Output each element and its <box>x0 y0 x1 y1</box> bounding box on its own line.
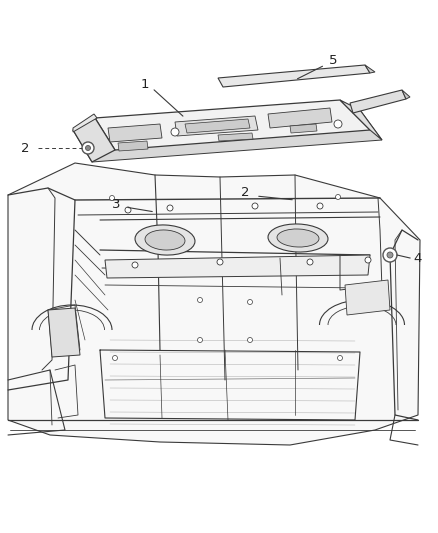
Circle shape <box>383 248 397 262</box>
Text: 5: 5 <box>329 53 337 67</box>
Circle shape <box>198 297 202 303</box>
Polygon shape <box>118 141 148 151</box>
Text: 1: 1 <box>141 78 149 92</box>
Polygon shape <box>345 280 390 315</box>
Circle shape <box>82 142 94 154</box>
Circle shape <box>338 356 343 360</box>
Polygon shape <box>340 100 382 140</box>
Polygon shape <box>108 124 162 142</box>
Text: 2: 2 <box>21 141 29 155</box>
Polygon shape <box>175 116 258 136</box>
Circle shape <box>336 195 340 199</box>
Polygon shape <box>185 119 250 133</box>
Ellipse shape <box>135 225 195 255</box>
Circle shape <box>247 300 252 304</box>
Polygon shape <box>365 65 375 73</box>
Circle shape <box>167 205 173 211</box>
Polygon shape <box>73 114 97 132</box>
Circle shape <box>198 337 202 343</box>
Circle shape <box>334 120 342 128</box>
Ellipse shape <box>277 229 319 247</box>
Ellipse shape <box>268 224 328 252</box>
Polygon shape <box>268 108 332 128</box>
Circle shape <box>113 356 117 360</box>
Circle shape <box>125 207 131 213</box>
Polygon shape <box>218 65 370 87</box>
Circle shape <box>252 203 258 209</box>
Text: 4: 4 <box>414 252 422 264</box>
Circle shape <box>171 128 179 136</box>
Polygon shape <box>95 100 370 150</box>
Circle shape <box>217 259 223 265</box>
Polygon shape <box>350 90 406 113</box>
Circle shape <box>307 259 313 265</box>
Text: 3: 3 <box>112 198 120 211</box>
Circle shape <box>387 252 393 258</box>
Circle shape <box>85 146 91 150</box>
Polygon shape <box>73 110 382 162</box>
Polygon shape <box>402 90 410 99</box>
Circle shape <box>110 196 114 200</box>
Polygon shape <box>8 163 420 445</box>
Polygon shape <box>105 255 370 278</box>
Text: 2: 2 <box>241 187 249 199</box>
Polygon shape <box>73 118 115 162</box>
Polygon shape <box>48 308 80 357</box>
Ellipse shape <box>145 230 185 250</box>
Circle shape <box>365 257 371 263</box>
Circle shape <box>317 203 323 209</box>
Polygon shape <box>218 133 253 141</box>
Circle shape <box>247 337 252 343</box>
Polygon shape <box>290 124 317 133</box>
Circle shape <box>132 262 138 268</box>
